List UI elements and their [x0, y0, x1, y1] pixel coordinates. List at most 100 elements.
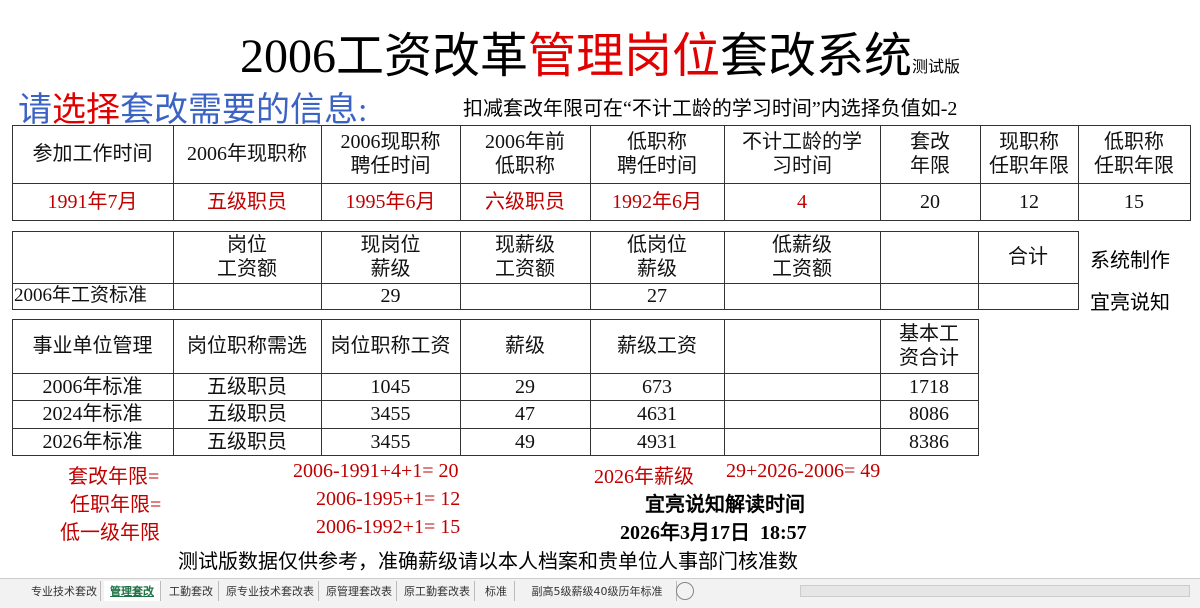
data-cell: 4: [724, 183, 881, 221]
sheet-tab[interactable]: 工勤套改: [164, 581, 219, 601]
header-cell: 现岗位 薪级: [321, 231, 461, 284]
data-cell: 12: [980, 183, 1079, 221]
sheet-tab[interactable]: 副高5级薪级40级历年标准: [518, 581, 677, 601]
header-cell: 低职称 聘任时间: [590, 125, 725, 184]
data-cell: 1718: [880, 373, 979, 401]
header-cell: 2006年现职称: [173, 125, 322, 184]
data-cell: 五级职员: [173, 428, 322, 456]
table: [12, 125, 1191, 221]
data-cell: [978, 283, 1079, 310]
data-cell: 15: [1078, 183, 1191, 221]
data-cell: 1991年7月: [12, 183, 174, 221]
side-text: 宜亮说知: [1090, 292, 1170, 314]
edition: 测试版: [912, 59, 961, 76]
data-cell: 49: [460, 428, 591, 456]
data-cell: 2024年标准: [12, 400, 174, 429]
data-cell: 六级职员: [460, 183, 591, 221]
header-cell: 薪级: [460, 319, 591, 374]
sheet-tab[interactable]: 标准: [478, 581, 515, 601]
header-cell: 岗位职称工资: [321, 319, 461, 374]
header-cell: 薪级工资: [590, 319, 725, 374]
header-cell: 参加工作时间: [12, 125, 174, 184]
note-text: 2006-1991+4+1= 20: [293, 460, 459, 482]
title-part: 管理岗位: [527, 30, 720, 83]
data-cell: 五级职员: [173, 373, 322, 401]
tab-bar: [0, 578, 1200, 608]
note-text: 2026年3月17日 18:57: [620, 522, 807, 544]
title: 2006工资改革管理岗位套改系统测试版: [0, 16, 1200, 86]
data-cell: [880, 283, 979, 310]
data-cell: 五级职员: [173, 183, 322, 221]
data-cell: 47: [460, 400, 591, 429]
note-text: 2006-1995+1= 12: [316, 488, 461, 510]
data-cell: 4631: [590, 400, 725, 429]
header-cell: 岗位职称需选: [173, 319, 322, 374]
header-cell: [724, 319, 881, 374]
prompt-part: 请: [18, 92, 52, 129]
header-cell: [880, 231, 979, 284]
table: [12, 319, 979, 456]
title-part: 套改系统: [720, 30, 913, 83]
data-cell: 2006年工资标准: [12, 283, 174, 310]
data-cell: [724, 400, 881, 429]
header-cell: 不计工龄的学 习时间: [724, 125, 881, 184]
data-cell: 673: [590, 373, 725, 401]
data-cell: 8386: [880, 428, 979, 456]
note-text: 套改年限=: [68, 466, 160, 488]
prompt-note: 扣减套改年限可在“不计工龄的学习时间”内选择负值如-2: [463, 98, 958, 120]
header-cell: 2006年前 低职称: [460, 125, 591, 184]
data-cell: [724, 428, 881, 456]
header-cell: [12, 231, 174, 284]
data-cell: 2026年标准: [12, 428, 174, 456]
data-cell: 8086: [880, 400, 979, 429]
data-cell: [173, 283, 322, 310]
header-cell: 现职称 任职年限: [980, 125, 1079, 184]
sheet-tab[interactable]: 原工勤套改表: [400, 581, 475, 601]
sheet-tab[interactable]: 管理套改: [104, 581, 161, 601]
header-cell: 合计: [978, 231, 1079, 284]
disclaimer: 测试版数据仅供参考，准确薪级请以本人档案和贵单位人事部门核准数: [178, 551, 798, 573]
data-cell: 1995年6月: [321, 183, 461, 221]
data-cell: 29: [460, 373, 591, 401]
note-text: 2006-1992+1= 15: [316, 516, 461, 538]
data-cell: 五级职员: [173, 400, 322, 429]
scroll-bar: [800, 585, 1190, 597]
data-cell: [460, 283, 591, 310]
header-cell: 2006现职称 聘任时间: [321, 125, 461, 184]
prompt: 请选择套改需要的信息:: [18, 82, 367, 131]
data-cell: 2006年标准: [12, 373, 174, 401]
prompt-part: 选择: [52, 92, 120, 129]
note-text: 29+2026-2006= 49: [726, 460, 881, 482]
header-cell: 岗位 工资额: [173, 231, 322, 284]
data-cell: 3455: [321, 400, 461, 429]
data-cell: [724, 373, 881, 401]
header-cell: 套改 年限: [880, 125, 981, 184]
data-cell: 20: [880, 183, 981, 221]
note-text: 2026年薪级: [594, 466, 694, 488]
sheet-tab[interactable]: 原专业技术套改表: [222, 581, 319, 601]
data-cell: 1992年6月: [590, 183, 725, 221]
note-text: 低一级年限: [60, 522, 160, 544]
data-cell: 29: [321, 283, 461, 310]
table: [12, 231, 1079, 310]
sheet-tab[interactable]: 原管理套改表: [322, 581, 397, 601]
sheet-tab[interactable]: 专业技术套改: [28, 581, 101, 601]
data-cell: 3455: [321, 428, 461, 456]
title-part: 2006工资改革: [239, 30, 528, 83]
header-cell: 事业单位管理: [12, 319, 174, 374]
header-cell: 基本工 资合计: [880, 319, 979, 374]
data-cell: [724, 283, 881, 310]
data-cell: 27: [590, 283, 725, 310]
header-cell: 低岗位 薪级: [590, 231, 725, 284]
prompt-part: 套改需要的信息:: [120, 92, 368, 129]
header-cell: 现薪级 工资额: [460, 231, 591, 284]
data-cell: 4931: [590, 428, 725, 456]
note-text: 任职年限=: [70, 494, 162, 516]
header-cell: 低职称 任职年限: [1078, 125, 1191, 184]
header-cell: 低薪级 工资额: [724, 231, 881, 284]
data-cell: 1045: [321, 373, 461, 401]
add-sheet-button[interactable]: [676, 582, 694, 600]
note-text: 宜亮说知解读时间: [645, 494, 805, 516]
side-text: 系统制作: [1090, 250, 1170, 272]
